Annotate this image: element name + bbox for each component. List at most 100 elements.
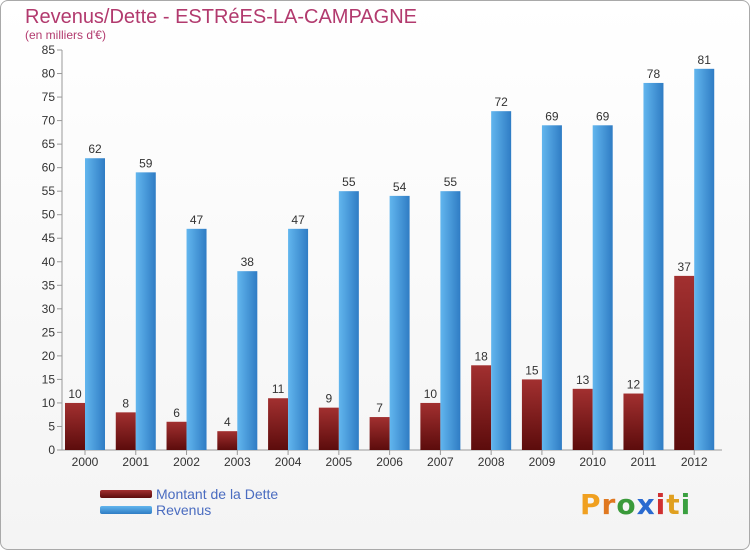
x-tick-label: 2008: [478, 455, 505, 469]
bar-revenue: [389, 195, 410, 450]
bar-revenue: [135, 172, 156, 450]
legend-label-revenue: Revenus: [156, 502, 212, 518]
y-tick-label: 25: [42, 325, 56, 339]
logo-letter: r: [601, 488, 617, 521]
data-label-revenue: 62: [88, 142, 102, 156]
x-tick-label: 2009: [529, 455, 556, 469]
data-label-revenue: 81: [698, 53, 712, 67]
data-label-revenue: 38: [241, 255, 255, 269]
data-label-debt: 9: [326, 392, 333, 406]
y-tick-label: 40: [42, 255, 56, 269]
legend-item-debt: Montant de la Dette: [100, 486, 278, 502]
y-tick-label: 70: [42, 114, 56, 128]
y-tick-label: 30: [42, 302, 56, 316]
logo-letter: x: [636, 488, 656, 521]
x-tick-label: 2010: [579, 455, 606, 469]
bar-debt: [268, 398, 289, 450]
y-tick-label: 0: [48, 443, 55, 457]
y-tick-label: 45: [42, 231, 56, 245]
data-label-debt: 6: [173, 406, 180, 420]
x-tick-label: 2001: [122, 455, 149, 469]
data-label-revenue: 47: [190, 213, 204, 227]
data-label-debt: 12: [627, 378, 641, 392]
bar-revenue: [288, 228, 309, 450]
x-tick-label: 2000: [72, 455, 99, 469]
axes: 0 5 10 15 20 25 30 35 40 45 50 55 60 65 70 75 80 85 2000 20…: [42, 43, 722, 469]
data-label-debt: 7: [376, 401, 383, 415]
legend-swatch-debt: [100, 490, 152, 498]
bar-revenue: [694, 68, 715, 450]
logo-letter: t: [666, 488, 681, 521]
bar-debt: [572, 388, 593, 450]
data-label-debt: 37: [678, 260, 692, 274]
data-label-debt: 11: [272, 382, 285, 396]
data-label-debt: 18: [474, 349, 488, 363]
bar-debt: [623, 393, 644, 450]
data-label-revenue: 47: [291, 213, 305, 227]
bar-debt: [471, 365, 492, 450]
data-label-revenue: 55: [444, 175, 458, 189]
legend-label-debt: Montant de la Dette: [156, 486, 279, 502]
data-label-revenue: 54: [393, 180, 407, 194]
bar-debt: [318, 407, 339, 450]
y-tick-label: 50: [42, 208, 56, 222]
logo-letter: i: [655, 488, 667, 521]
data-label-debt: 4: [224, 415, 231, 429]
y-tick-label: 35: [42, 278, 56, 292]
bar-revenue: [338, 191, 359, 451]
logo-letter: i: [680, 488, 692, 521]
bar-debt: [115, 412, 136, 450]
bar-debt: [674, 275, 695, 450]
y-tick-label: 60: [42, 161, 56, 175]
data-label-debt: 8: [122, 396, 129, 410]
data-label-revenue: 69: [596, 109, 610, 123]
bar-revenue: [643, 82, 664, 451]
bar-debt: [217, 431, 238, 450]
bar-debt: [65, 402, 85, 450]
chart-title: Revenus/Dette - ESTRéES-LA-CAMPAGNE: [25, 6, 417, 28]
legend: Montant de la Dette Revenus: [100, 486, 278, 518]
bar-debt: [369, 417, 390, 450]
legend-item-revenue: Revenus: [100, 502, 278, 518]
x-tick-label: 2007: [427, 455, 454, 469]
logo-letter: P: [580, 488, 602, 521]
bar-revenue: [592, 125, 613, 450]
bar-revenue: [491, 111, 512, 451]
bar-revenue: [186, 228, 207, 450]
data-label-revenue: 69: [545, 109, 559, 123]
legend-swatch-revenue: [100, 506, 152, 514]
data-label-debt: 15: [525, 363, 539, 377]
y-tick-label: 20: [42, 349, 56, 363]
bar-debt: [420, 402, 441, 450]
x-tick-label: 2004: [275, 455, 302, 469]
y-tick-label: 5: [48, 419, 55, 433]
bar-revenue: [85, 158, 105, 450]
proxiti-logo: Proxiti: [580, 488, 691, 521]
x-tick-label: 2011: [631, 455, 657, 469]
y-tick-label: 10: [42, 396, 56, 410]
bars: [65, 68, 715, 451]
labels: 10 62 8 59 6 47 4 38 11 47 9 55 7 54 10 55 18 72 15 69 13 69 1…: [68, 53, 711, 429]
chart-subtitle: (en milliers d'€): [25, 28, 106, 42]
x-tick-label: 2002: [173, 455, 200, 469]
data-label-revenue: 72: [494, 95, 508, 109]
data-label-revenue: 78: [647, 67, 661, 81]
data-label-revenue: 59: [139, 156, 153, 170]
data-label-debt: 10: [68, 387, 82, 401]
bar-debt: [166, 421, 187, 450]
y-tick-label: 55: [42, 184, 56, 198]
y-tick-label: 15: [42, 372, 56, 386]
x-tick-label: 2005: [325, 455, 352, 469]
logo-letter: o: [616, 488, 637, 521]
y-tick-label: 80: [42, 67, 56, 81]
y-tick-label: 75: [42, 90, 56, 104]
bar-debt: [521, 379, 542, 450]
data-label-debt: 13: [576, 373, 590, 387]
bar-revenue: [541, 125, 562, 450]
data-label-debt: 10: [424, 387, 438, 401]
x-tick-label: 2006: [376, 455, 403, 469]
data-label-revenue: 55: [342, 175, 356, 189]
bar-revenue: [440, 191, 461, 451]
